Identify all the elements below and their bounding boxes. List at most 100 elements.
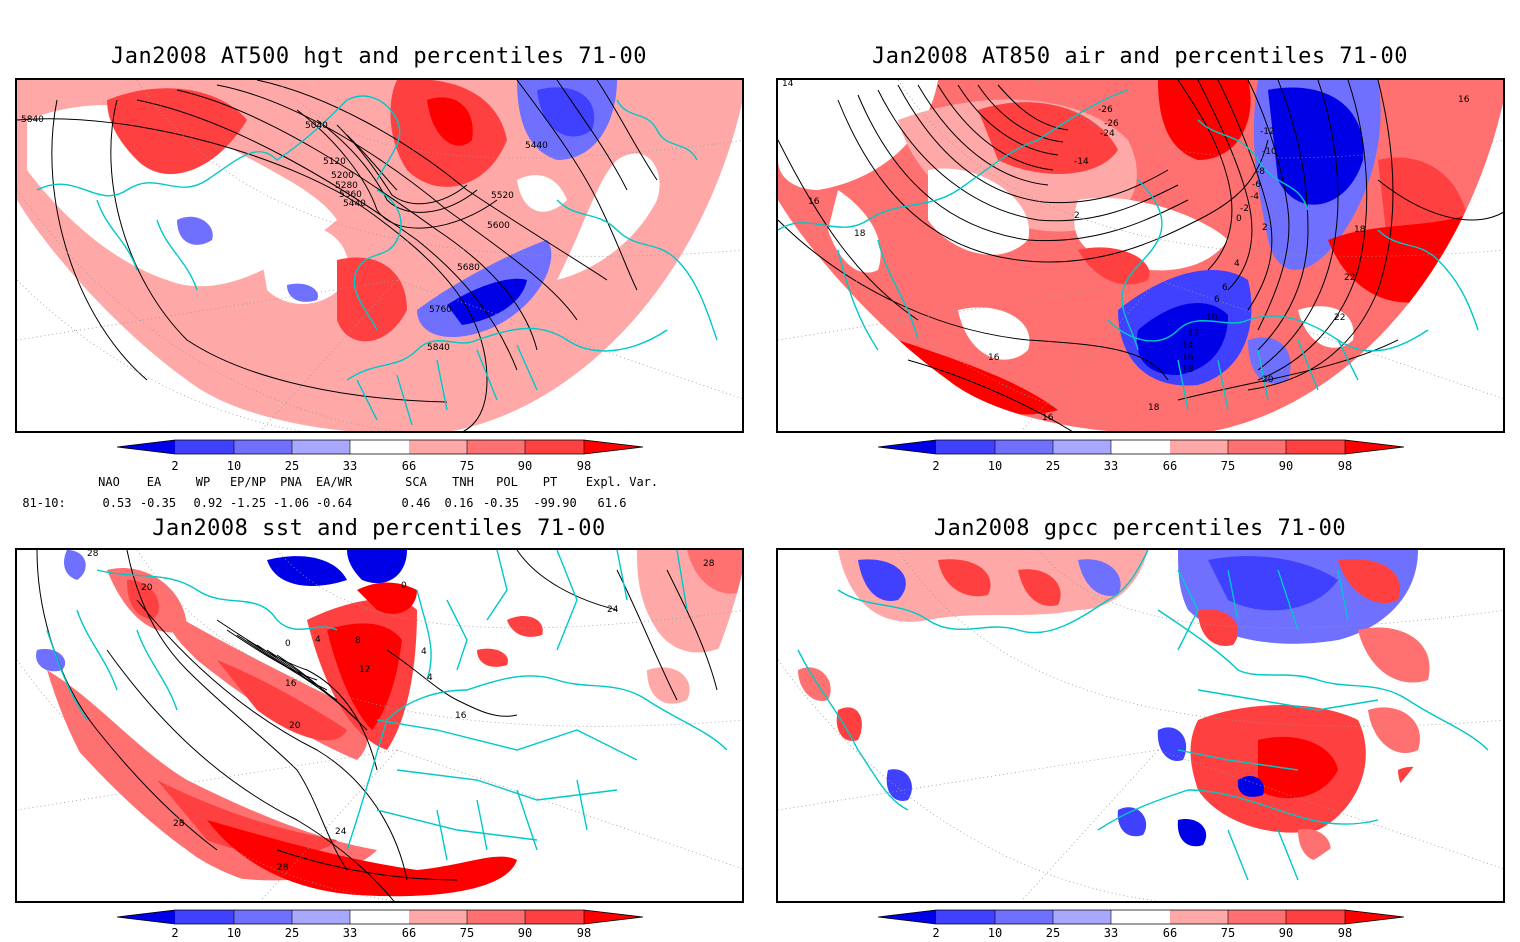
- colorbar-tick-label: 75: [459, 459, 475, 473]
- map-panel-air850: 14 16 16 18 -26 -26 -24 -14 -12 -10 -8 -…: [776, 78, 1505, 433]
- svg-text:20: 20: [289, 721, 301, 731]
- svg-text:5760: 5760: [429, 305, 452, 315]
- colorbar-high-arrow: [584, 910, 643, 924]
- svg-text:5840: 5840: [21, 115, 44, 125]
- svg-text:6: 6: [1214, 295, 1220, 305]
- colorbar-tick-label: 25: [284, 459, 300, 473]
- colorbar-tick-label: 2: [932, 459, 940, 473]
- percentile-shading: [17, 80, 742, 431]
- colorbar-swatches: [116, 909, 644, 925]
- colorbar-tick-label: 66: [1162, 926, 1178, 940]
- svg-text:14: 14: [782, 80, 794, 89]
- svg-text:14: 14: [1182, 341, 1194, 351]
- svg-text:5680: 5680: [457, 263, 480, 273]
- svg-text:0: 0: [285, 639, 291, 649]
- colorbar-swatch: [1111, 910, 1170, 924]
- index-value: -0.35: [139, 496, 177, 510]
- colorbar-swatch: [409, 910, 467, 924]
- svg-text:28: 28: [87, 550, 99, 559]
- colorbar-swatch: [995, 440, 1053, 454]
- index-value: -1.06: [272, 496, 310, 510]
- svg-text:18: 18: [854, 229, 866, 239]
- graticule: [778, 80, 1503, 431]
- colorbar-swatch: [467, 910, 525, 924]
- contour-labels: 5840 5040 5120 5200 5280 5360 5440 5440 …: [21, 115, 548, 353]
- index-header: EP/NP: [229, 475, 267, 489]
- colorbar-tick-label: 25: [284, 926, 300, 940]
- index-value: -99.90: [533, 496, 577, 510]
- index-header: PT: [542, 475, 558, 489]
- svg-text:-4: -4: [1250, 192, 1259, 202]
- colorbar-swatch: [292, 910, 350, 924]
- index-header: PNA: [280, 475, 302, 489]
- colorbar-swatch: [995, 910, 1053, 924]
- colorbar-air850: 2 10 25 33 66 75 90 98: [877, 439, 1405, 477]
- index-header: TNH: [452, 475, 474, 489]
- map-panel-sst: 28 20 0 0 4 8 4 12 16 20 16 24 28 28 24 …: [15, 548, 744, 903]
- svg-text:18: 18: [1148, 403, 1160, 413]
- svg-text:-8: -8: [1256, 167, 1265, 177]
- colorbar-tick-label: 98: [576, 926, 592, 940]
- colorbar-tick-label: 2: [932, 926, 940, 940]
- svg-text:16: 16: [808, 197, 820, 207]
- colorbar-ticks: 2 10 25 33 66 75 90 98: [878, 926, 1404, 942]
- panel-title-sst: Jan2008 sst and percentiles 71-00: [152, 516, 606, 541]
- svg-text:16: 16: [1182, 353, 1194, 363]
- colorbar-tick-label: 90: [1278, 926, 1294, 940]
- colorbar-hgt500: 2 10 25 33 66 75 90 98: [116, 439, 644, 477]
- percentile-shading: [778, 80, 1503, 431]
- colorbar-low-arrow: [117, 910, 175, 924]
- colorbar-tick-label: 66: [401, 459, 417, 473]
- colorbar-swatch: [936, 910, 995, 924]
- colorbar-tick-label: 98: [1337, 926, 1353, 940]
- svg-text:-6: -6: [1252, 180, 1261, 190]
- colorbar-swatch: [1053, 910, 1111, 924]
- colorbar-swatch: [1228, 910, 1286, 924]
- index-header: Expl. Var.: [585, 475, 659, 489]
- svg-text:16: 16: [455, 711, 467, 721]
- svg-text:-10: -10: [1262, 147, 1277, 157]
- index-row-label: 81-10:: [22, 496, 66, 510]
- svg-text:16: 16: [1458, 95, 1470, 105]
- colorbar-tick-label: 33: [342, 926, 358, 940]
- percentile-shading: [798, 550, 1431, 862]
- height-contours: [17, 80, 658, 431]
- svg-text:-2: -2: [1240, 204, 1249, 214]
- svg-text:5840: 5840: [427, 343, 450, 353]
- colorbar-swatch: [1286, 910, 1345, 924]
- colorbar-ticks: 2 10 25 33 66 75 90 98: [117, 459, 643, 475]
- colorbar-low-arrow: [878, 440, 936, 454]
- colorbar-swatch: [467, 440, 525, 454]
- sst-contours: [36, 550, 718, 901]
- index-header: SCA: [405, 475, 427, 489]
- index-header: POL: [496, 475, 518, 489]
- colorbar-tick-label: 25: [1045, 926, 1061, 940]
- svg-text:10: 10: [1206, 313, 1218, 323]
- colorbar-tick-label: 90: [517, 459, 533, 473]
- index-value: 0.46: [401, 496, 431, 510]
- svg-text:28: 28: [277, 863, 289, 873]
- svg-text:28: 28: [173, 819, 185, 829]
- colorbar-tick-label: 66: [1162, 459, 1178, 473]
- svg-text:16: 16: [1042, 413, 1054, 423]
- temperature-contours: [778, 80, 1503, 431]
- svg-text:-14: -14: [1074, 157, 1089, 167]
- colorbar-high-arrow: [1345, 440, 1404, 454]
- colorbar-swatch: [292, 440, 350, 454]
- coastlines: [46, 550, 728, 861]
- svg-text:4: 4: [315, 635, 321, 645]
- colorbar-swatch: [1286, 440, 1345, 454]
- colorbar-swatch: [1053, 440, 1111, 454]
- colorbar-tick-label: 66: [401, 926, 417, 940]
- colorbar-tick-label: 10: [987, 926, 1003, 940]
- colorbar-swatch: [1170, 440, 1228, 454]
- svg-text:22: 22: [1344, 273, 1355, 283]
- index-header: NAO: [98, 475, 120, 489]
- panel-title-hgt500: Jan2008 AT500 hgt and percentiles 71-00: [110, 44, 648, 69]
- index-value: -0.64: [315, 496, 353, 510]
- colorbar-gpcc: 2 10 25 33 66 75 90 98: [877, 909, 1405, 942]
- svg-text:28: 28: [703, 559, 715, 569]
- svg-text:0: 0: [1236, 214, 1242, 224]
- svg-text:5440: 5440: [525, 141, 548, 151]
- svg-text:4: 4: [421, 647, 427, 657]
